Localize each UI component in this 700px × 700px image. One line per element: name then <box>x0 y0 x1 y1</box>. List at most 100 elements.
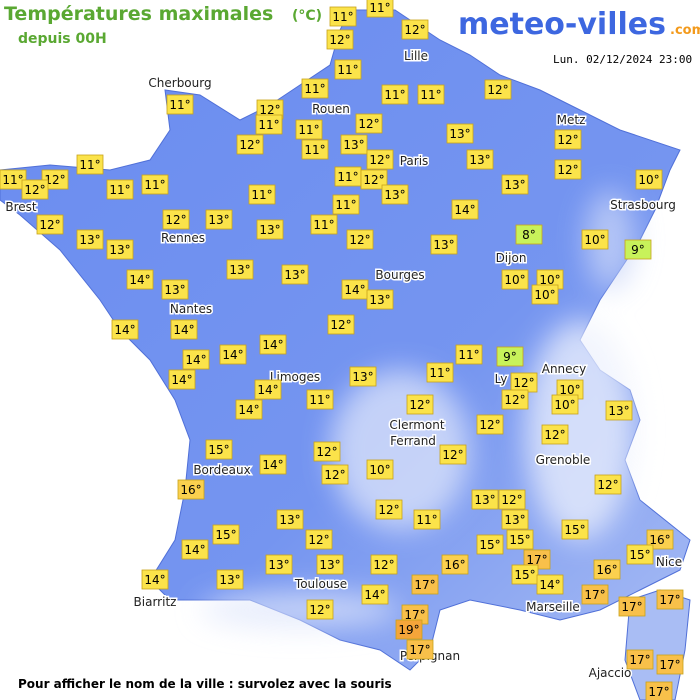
temperature-label: 13° <box>474 493 495 507</box>
temperature-box <box>161 279 189 300</box>
temperature-box <box>375 499 403 520</box>
temperature-label: 17° <box>526 553 547 567</box>
temperature-label: 16° <box>596 563 617 577</box>
temperature-box <box>366 0 394 18</box>
temperature-label: 11° <box>309 393 330 407</box>
temperature-box <box>426 362 454 383</box>
temperature-label: 13° <box>219 573 240 587</box>
temperature-box <box>326 29 354 50</box>
temperature-box <box>406 394 434 415</box>
temperature-label: 11° <box>458 348 479 362</box>
city-name[interactable]: Annecy <box>540 361 588 378</box>
footer: Pour afficher le nom de la ville : survo… <box>18 677 392 691</box>
city-name[interactable]: Limoges <box>268 369 321 386</box>
city-name[interactable]: Ajaccio <box>587 665 633 682</box>
city-name[interactable]: Ferrand <box>389 433 438 450</box>
temperature-label: 11° <box>258 118 279 132</box>
temperature-label: 12° <box>259 103 280 117</box>
temperature-box <box>346 229 374 250</box>
city-name[interactable]: Nice <box>654 554 683 571</box>
temperature-box <box>554 129 582 150</box>
temperature-box <box>226 259 254 280</box>
temperature-label: 13° <box>259 223 280 237</box>
temperature-label: 11° <box>416 513 437 527</box>
temperature-label: 11° <box>335 198 356 212</box>
temperature-label: 17° <box>648 685 669 699</box>
temperature-label: 17° <box>659 658 680 672</box>
temperature-label: 12° <box>330 318 351 332</box>
temperature-box <box>366 149 394 170</box>
temperature-box <box>361 584 389 605</box>
temperature-label: 17° <box>404 608 425 622</box>
temperature-label: 8° <box>522 228 536 242</box>
temperature-box <box>515 224 543 245</box>
temperature-label: 17° <box>629 653 650 667</box>
temperature-box <box>111 319 139 340</box>
temperature-label: 14° <box>129 273 150 287</box>
city-name[interactable]: Rouen <box>311 101 352 118</box>
temperature-box <box>381 184 409 205</box>
city-name[interactable]: Biarritz <box>132 594 178 611</box>
temperature-label: 10° <box>554 398 575 412</box>
temperature-box <box>301 139 329 160</box>
temperature-label: 11° <box>144 178 165 192</box>
city-name[interactable]: Toulouse <box>292 576 348 593</box>
city-name[interactable]: Bordeaux <box>192 462 252 479</box>
temperature-box <box>466 149 494 170</box>
temperature-label: 12° <box>239 138 260 152</box>
temperature-label: 14° <box>184 543 205 557</box>
temperature-box <box>349 366 377 387</box>
temperature-box <box>406 639 434 660</box>
temperature-box <box>561 519 589 540</box>
temperature-box <box>501 509 529 530</box>
city-name[interactable]: Rennes <box>159 230 206 247</box>
temperature-box <box>455 344 483 365</box>
city-name[interactable]: Clermont <box>388 417 446 434</box>
temperature-label: 14° <box>222 348 243 362</box>
temperature-box <box>216 569 244 590</box>
city-name[interactable]: Strasbourg <box>609 197 678 214</box>
temperature-box <box>635 169 663 190</box>
temperature-label: 12° <box>501 493 522 507</box>
temperature-box <box>334 59 362 80</box>
temperature-box <box>295 119 323 140</box>
city-name[interactable]: Marseille <box>525 599 582 616</box>
temperature-box <box>645 681 673 700</box>
temperature-label: 11° <box>337 63 358 77</box>
temperature-box <box>355 113 383 134</box>
temperature-label: 14° <box>144 573 165 587</box>
temperature-label: 10° <box>559 383 580 397</box>
city-name[interactable]: Nantes <box>168 301 213 318</box>
city-name[interactable]: Brest <box>4 199 39 216</box>
temperature-label: 11° <box>304 82 325 96</box>
city-name[interactable]: Dijon <box>494 250 528 267</box>
city-name[interactable]: Ly <box>493 371 509 388</box>
temperature-box <box>255 114 283 135</box>
city-name[interactable]: Cherbourg <box>147 75 213 92</box>
temperature-label: 10° <box>584 233 605 247</box>
city-name[interactable]: Metz <box>555 112 587 129</box>
city-name[interactable]: Grenoble <box>534 452 592 469</box>
city-name[interactable]: Lille <box>402 48 429 65</box>
temperature-box <box>248 184 276 205</box>
temperature-label: 13° <box>229 263 250 277</box>
temperature-box <box>624 239 652 260</box>
temperature-markers: 11°11°12°12°11°11°11° 11° 11° 12°12°11° 11° 1… <box>0 0 684 700</box>
temperature-label: 12° <box>309 603 330 617</box>
temperature-label: 11° <box>313 218 334 232</box>
city-name[interactable]: Bourges <box>374 267 426 284</box>
city-name[interactable]: Paris <box>398 153 430 170</box>
temperature-label: 15° <box>629 548 650 562</box>
temperature-box <box>256 219 284 240</box>
temperature-box <box>381 84 409 105</box>
temperature-label: 12° <box>544 428 565 442</box>
temperature-label: 12° <box>504 393 525 407</box>
temperature-label: 13° <box>164 283 185 297</box>
temperature-label: 13° <box>79 233 100 247</box>
temperature-box <box>235 399 263 420</box>
temperature-box <box>430 234 458 255</box>
temperature-box <box>439 444 467 465</box>
temperature-box <box>181 539 209 560</box>
temperature-box <box>182 349 210 370</box>
